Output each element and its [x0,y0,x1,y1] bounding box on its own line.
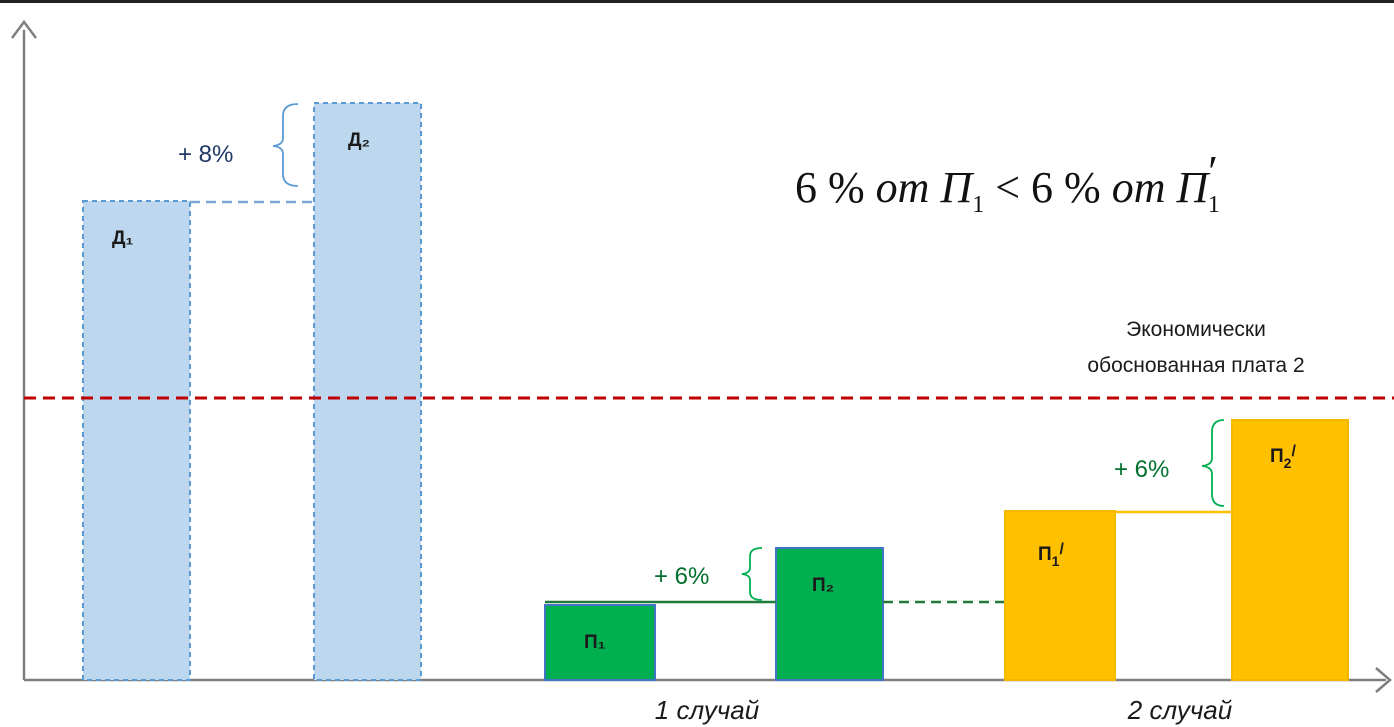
formula-num-right: 6 % [1031,163,1112,212]
d-increment-label: + 8% [178,141,233,168]
formula-symbol-left: П [939,163,974,212]
p-brace [741,547,763,601]
bar-p1 [544,604,656,681]
bar-p2-prime [1231,419,1349,681]
bar-d2 [313,102,422,681]
axes [11,19,1392,693]
x-axis-arrow [1375,667,1392,693]
formula-num-left: 6 % [795,163,876,212]
bar-p1-prime-label-sub: 1 [1052,553,1060,569]
formula-symbol-right: П [1175,163,1210,212]
bar-p1-prime-label-prime: / [1059,541,1064,558]
bar-p2-prime-label-prime: / [1291,443,1296,460]
formula-word-left: от [876,163,941,212]
bar-p1-label: П₁ [584,632,606,653]
bar-p1-prime-label-main: П [1038,544,1052,565]
bar-d2-label: Д₂ [348,130,370,151]
y-axis-arrow [11,19,37,39]
p-prime-brace [1201,419,1225,507]
formula-comparator: < [984,163,1031,212]
d-brace [272,103,299,187]
threshold-label-line2: обоснованная плата 2 [1087,354,1304,377]
bar-p2-prime-label: П2/ [1270,443,1296,471]
bar-d1-label: Д₁ [112,228,134,249]
formula-word-right: от [1112,163,1177,212]
formula: 6 % от П1 < 6 % от П′ 1 [795,147,1220,218]
bar-d1 [82,200,191,681]
bar-p1-prime-label: П1/ [1038,541,1064,569]
threshold-label-line1: Экономически [1126,318,1266,341]
bar-p1-prime [1004,510,1116,681]
bar-p2-prime-label-main: П [1270,446,1284,467]
bar-p2-label: П₂ [812,575,834,596]
case1-label: 1 случай [655,695,759,725]
formula-sub-left: 1 [972,192,984,218]
formula-sub-right: 1 [1208,192,1220,218]
bar-p2 [775,547,884,681]
p-increment-label: + 6% [654,563,709,590]
formula-prime-right: ′ [1208,147,1218,196]
bar-p2-prime-label-sub: 2 [1284,455,1292,471]
p-prime-increment-label: + 6% [1114,456,1169,483]
case2-label: 2 случай [1127,695,1232,725]
